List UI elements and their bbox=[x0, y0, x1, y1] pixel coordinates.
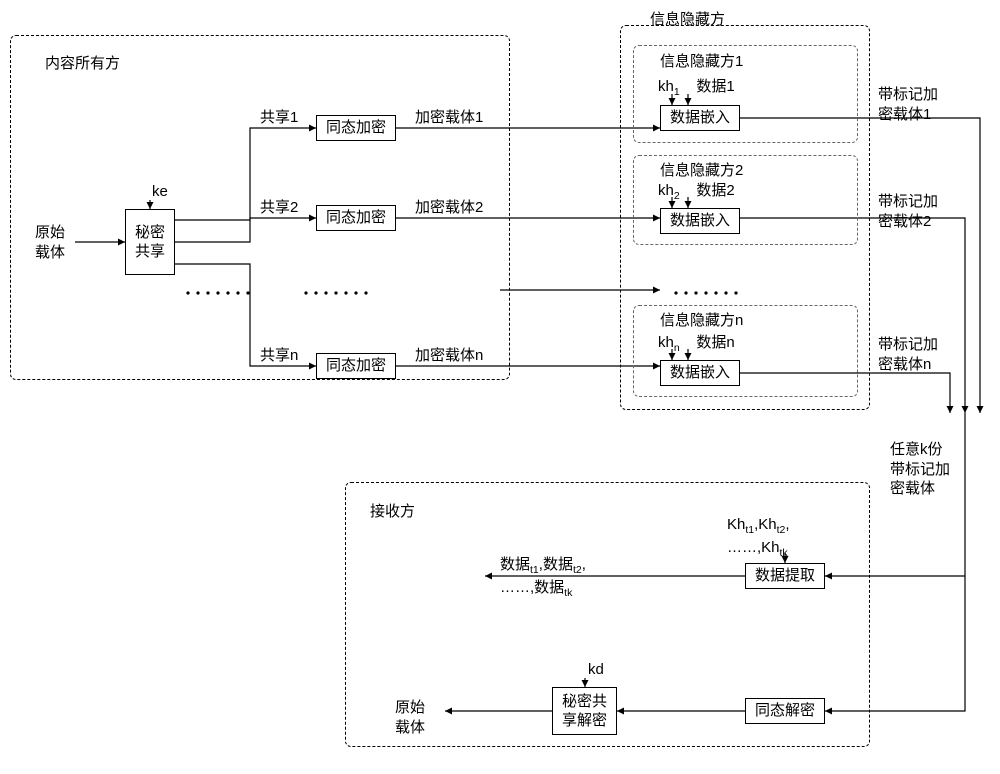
hider-title: 信息隐藏方 bbox=[650, 8, 725, 29]
homo-enc-1: 同态加密 bbox=[316, 115, 396, 141]
homo-dec: 同态解密 bbox=[745, 698, 825, 724]
label-信息隐藏方1: 信息隐藏方1 bbox=[660, 52, 743, 72]
label-ke: ke bbox=[152, 182, 168, 202]
label-kh2数据2: kh2 数据2 bbox=[658, 181, 735, 204]
label-原始载体2: 原始载体 bbox=[395, 698, 425, 737]
homo-enc-n: 同态加密 bbox=[316, 353, 396, 379]
label-信息隐藏方2: 信息隐藏方2 bbox=[660, 161, 743, 181]
label-任意k份: 任意k份带标记加密载体 bbox=[890, 440, 950, 499]
label-信息隐藏方n: 信息隐藏方n bbox=[660, 311, 743, 331]
label-带标记1: 带标记加密载体1 bbox=[878, 85, 938, 124]
label-共享2: 共享2 bbox=[260, 198, 298, 218]
data-embed-1: 数据嵌入 bbox=[660, 105, 740, 131]
label-共享n: 共享n bbox=[260, 346, 298, 366]
owner-title: 内容所有方 bbox=[45, 52, 120, 73]
label-kd: kd bbox=[588, 660, 604, 680]
data-extract: 数据提取 bbox=[745, 563, 825, 589]
receiver-title: 接收方 bbox=[370, 500, 415, 521]
original-carrier: 原始载体 bbox=[25, 220, 75, 265]
label-加密载体1: 加密载体1 bbox=[415, 108, 483, 128]
label-khn数据n: khn 数据n bbox=[658, 333, 735, 356]
data-embed-n: 数据嵌入 bbox=[660, 360, 740, 386]
label-Kht: Kht1,Kht2,……,Khtk bbox=[727, 515, 790, 560]
label-kh1数据1: kh1 数据1 bbox=[658, 77, 735, 100]
label-带标记2: 带标记加密载体2 bbox=[878, 192, 938, 231]
label-加密载体2: 加密载体2 bbox=[415, 198, 483, 218]
data-embed-2: 数据嵌入 bbox=[660, 208, 740, 234]
secret-share-dec: 秘密共享解密 bbox=[552, 687, 617, 735]
homo-enc-2: 同态加密 bbox=[316, 205, 396, 231]
label-共享1: 共享1 bbox=[260, 108, 298, 128]
secret-share-box: 秘密共享 bbox=[125, 209, 175, 275]
label-数据t: 数据t1,数据t2,……,数据tk bbox=[500, 555, 586, 600]
label-加密载体n: 加密载体n bbox=[415, 346, 483, 366]
label-带标记n: 带标记加密载体n bbox=[878, 335, 938, 374]
